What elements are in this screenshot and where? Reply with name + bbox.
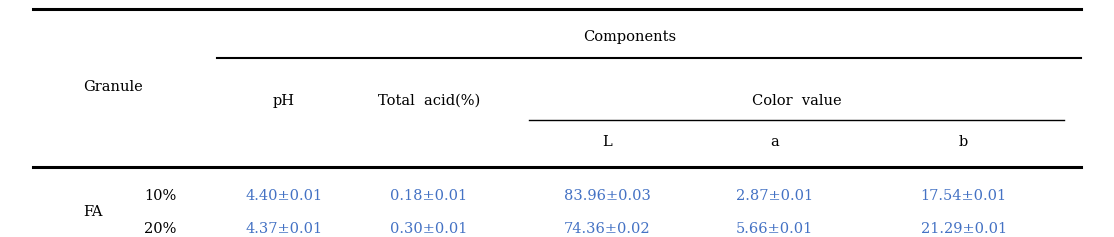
Text: pH: pH	[273, 94, 295, 108]
Text: 83.96±0.03: 83.96±0.03	[564, 188, 651, 203]
Text: 74.36±0.02: 74.36±0.02	[564, 222, 651, 236]
Text: 10%: 10%	[144, 188, 176, 203]
Text: Granule: Granule	[84, 79, 144, 94]
Text: 20%: 20%	[144, 222, 176, 236]
Text: 17.54±0.01: 17.54±0.01	[920, 188, 1007, 203]
Text: Color  value: Color value	[752, 94, 841, 108]
Text: 2.87±0.01: 2.87±0.01	[735, 188, 813, 203]
Text: 0.30±0.01: 0.30±0.01	[390, 222, 468, 236]
Text: 4.40±0.01: 4.40±0.01	[245, 188, 323, 203]
Text: 5.66±0.01: 5.66±0.01	[735, 222, 813, 236]
Text: a: a	[770, 135, 779, 149]
Text: 21.29±0.01: 21.29±0.01	[920, 222, 1007, 236]
Text: Total  acid(%): Total acid(%)	[378, 94, 480, 108]
Text: FA: FA	[84, 205, 104, 219]
Text: 0.18±0.01: 0.18±0.01	[390, 188, 468, 203]
Text: L: L	[603, 135, 612, 149]
Text: b: b	[959, 135, 968, 149]
Text: 4.37±0.01: 4.37±0.01	[245, 222, 323, 236]
Text: Components: Components	[583, 30, 676, 44]
